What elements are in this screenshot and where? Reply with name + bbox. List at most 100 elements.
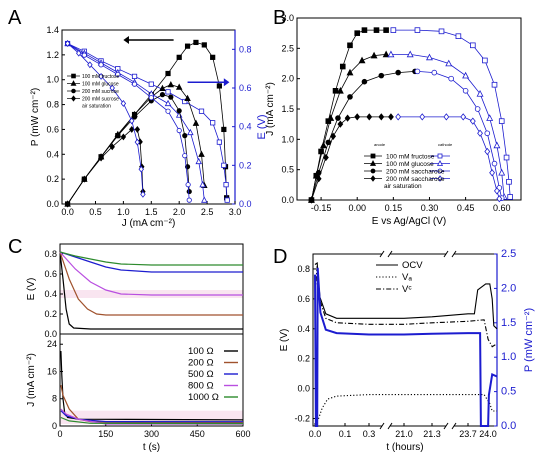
y-tick-label: 2.5 [281,43,294,53]
data-point [370,168,376,174]
data-point [198,150,205,157]
axis-break-mark [379,422,385,430]
current-line [60,408,244,425]
data-point [109,143,115,151]
data-point [193,39,199,46]
data-point [115,71,121,78]
data-point [71,73,76,79]
data-point [330,132,337,140]
y-tick-label: 0 [52,421,57,431]
data-point [482,57,488,64]
data-point [414,68,421,75]
x-tick-label: 0.1 [339,429,352,439]
highlight-band [60,290,243,298]
data-point [455,33,462,39]
panel-b: -0.15 0.00 0.15 0.30 0.45 0.60 0.0 0.5 1.0 1.5 2.0… [265,7,522,227]
data-point [382,50,390,58]
data-point [370,51,378,59]
data-point [115,133,121,139]
y2-tick-label: 0.5 [501,386,516,398]
panel-label: C [8,236,22,258]
y-tick-label: 0.4 [46,149,59,159]
data-point [165,89,171,95]
y2-tick-label: 2.0 [501,282,516,294]
data-point [469,117,476,125]
y-axis-label: E (V) [26,278,37,301]
plot-frame [59,243,244,335]
data-point [325,118,332,124]
axis-break-mark [451,250,457,258]
data-point [484,130,491,137]
data-point [201,196,208,203]
data-point [462,88,469,94]
voltage-line [67,43,144,195]
x-axis-label: E vs Ag/AgCl (V) [372,216,446,227]
y-tick-label: 1.4 [46,25,59,35]
data-point [184,94,191,101]
data-point [148,81,154,87]
power-line [67,129,144,205]
axis-break-gap [382,251,390,257]
data-point [175,83,183,90]
series-line [315,394,497,420]
data-point [221,126,227,133]
data-point [493,141,501,149]
legend-label: 100 mM glucose [82,82,119,88]
y-tick-label: 0.2 [297,354,310,364]
data-point [347,94,353,100]
data-point [308,196,315,204]
data-point [431,69,438,76]
y2-tick-label: 1.5 [501,317,516,329]
data-point [81,175,88,183]
axis-break-mark [379,250,385,258]
legend-label: 200 Ω [188,358,214,369]
data-point [460,113,467,121]
data-point [494,187,500,195]
x-tick-label: 0.0 [309,429,322,439]
data-point [498,118,505,124]
data-point [176,54,182,60]
data-point [344,114,351,122]
x-tick-label: 300 [144,429,159,439]
voltage-line [59,251,243,273]
data-point [346,68,354,76]
data-point [199,180,206,188]
current-line [60,350,244,421]
data-point [462,71,470,79]
y-tick-label: 8 [52,394,57,404]
y-tick-label: 0.2 [44,309,57,319]
data-point [491,160,498,167]
data-point [165,108,171,114]
voltage-line [59,251,243,330]
axis-break-mark [387,422,393,430]
data-point [327,114,335,121]
y-tick-label: 0.0 [297,384,310,394]
y-axis-label: J (mA cm⁻²) [26,353,37,407]
x-tick-label: 23.7 [459,429,477,439]
series-line [314,267,498,427]
legend-label: air saturation [82,104,111,110]
panel-label: D [273,246,287,268]
data-point [70,80,77,86]
data-point [414,27,421,33]
data-point [64,200,71,208]
data-point [182,133,188,139]
data-point [395,113,402,121]
data-point [496,195,503,203]
data-point [129,125,135,133]
y2-tick-label: 0.4 [239,122,252,132]
data-point [98,62,104,68]
y-tick-label: -0.2 [294,414,310,424]
data-point [332,88,339,94]
data-point [134,125,141,133]
data-point [388,113,394,121]
data-point [216,139,222,145]
data-point [315,175,322,183]
x-tick-label: 450 [190,429,205,439]
y2-axis-label: E (V) [256,114,268,139]
y-tick-label: 24 [47,339,57,349]
y2-tick-label: 0.6 [239,83,252,93]
data-point [336,86,344,94]
x-tick-label: 0 [57,429,62,439]
